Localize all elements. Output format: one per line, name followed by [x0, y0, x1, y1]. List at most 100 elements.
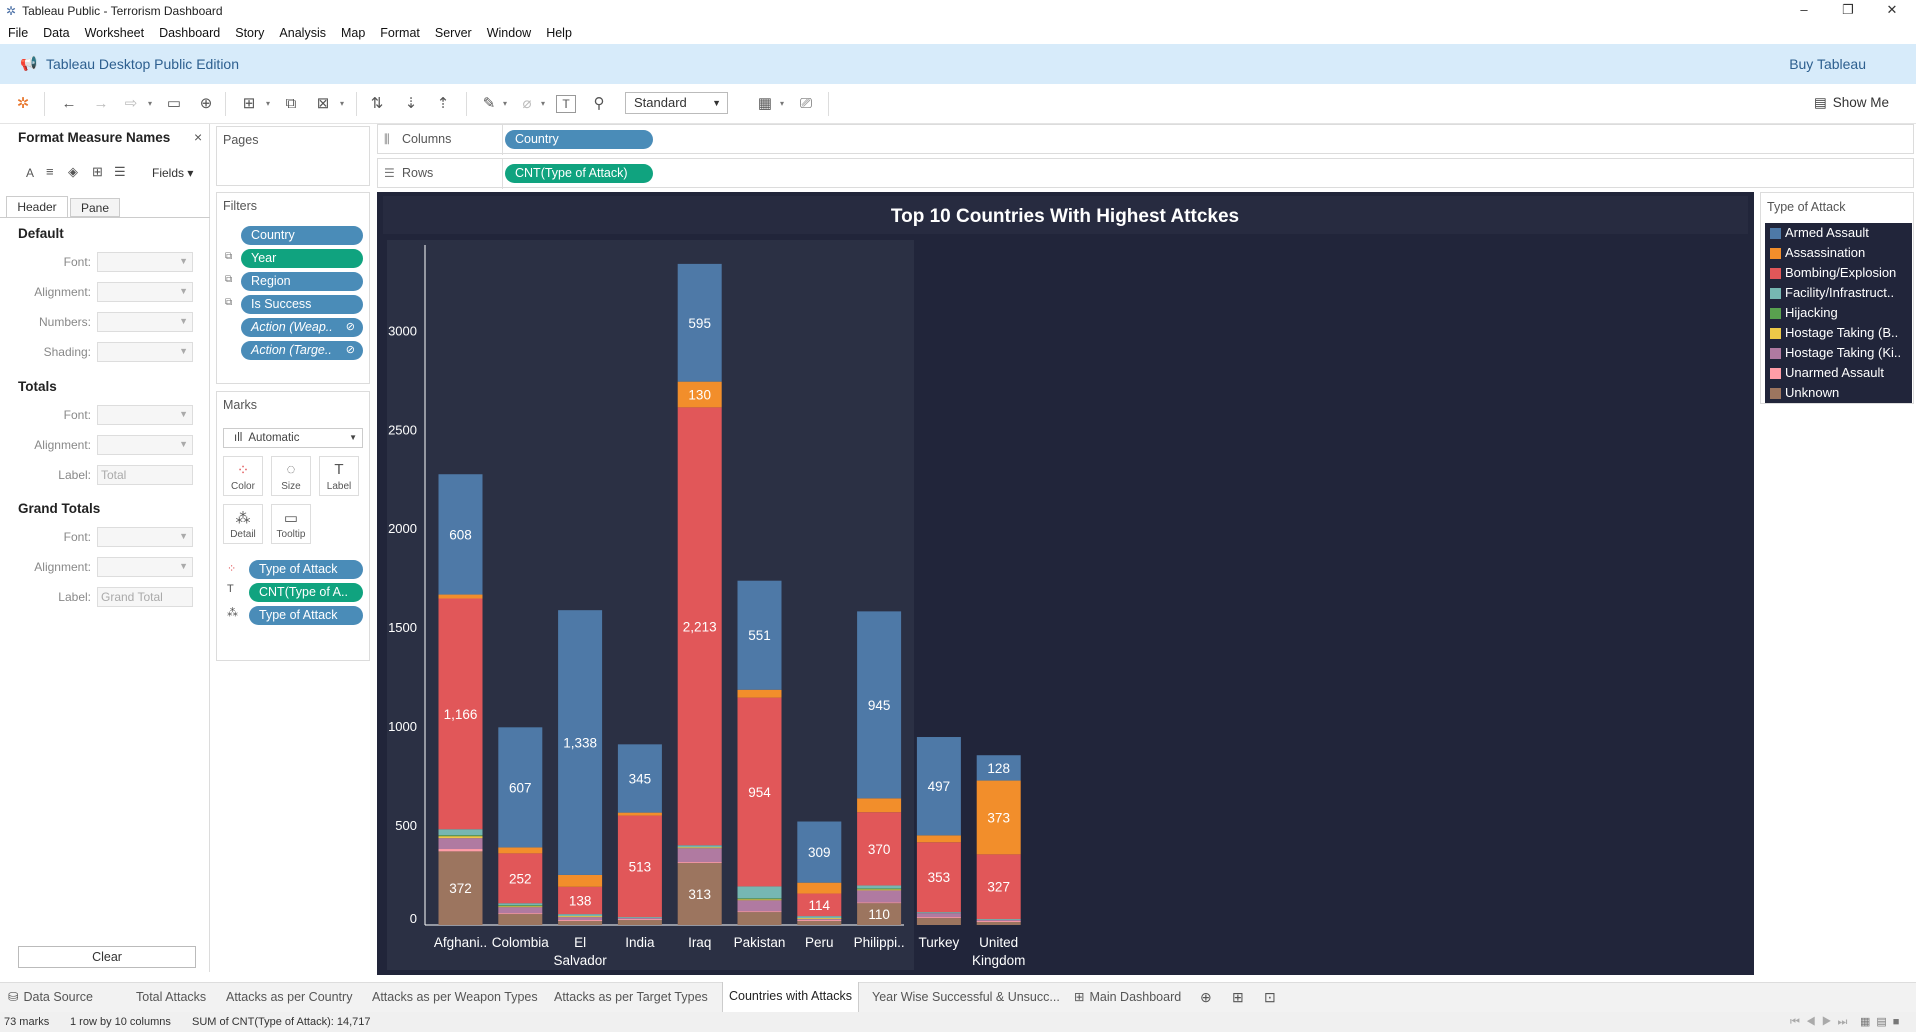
filter-pill-region[interactable]: Region: [241, 272, 363, 291]
tab-countries-attacks[interactable]: Countries with Attacks: [722, 982, 859, 1013]
filters-shelf[interactable]: Filters Country ⧉ Year ⧉ Region ⧉ Is Suc…: [216, 192, 370, 384]
bar-segment[interactable]: [677, 848, 722, 863]
filter-pill-action-target[interactable]: Action (Targe.. ⊘: [241, 341, 363, 360]
bar-segment[interactable]: [617, 919, 662, 921]
size-card[interactable]: ◌ Size: [271, 456, 311, 496]
bar-segment[interactable]: [498, 907, 543, 914]
bar-segment[interactable]: [498, 914, 543, 925]
menu-story[interactable]: Story: [235, 26, 265, 40]
bar-segment[interactable]: [857, 903, 902, 925]
bar-segment[interactable]: [498, 727, 543, 848]
bar-segment[interactable]: [916, 912, 961, 914]
tab-year-wise[interactable]: Year Wise Successful & Unsucc...: [872, 990, 1060, 1004]
tab-total-attacks[interactable]: Total Attacks: [136, 990, 207, 1004]
bar-segment[interactable]: [737, 580, 782, 690]
swap-axes-icon[interactable]: ⇅: [370, 95, 384, 112]
cards-icon[interactable]: ▦: [757, 95, 773, 112]
font-format-icon[interactable]: A: [26, 166, 35, 180]
mark-type-dropdown[interactable]: ıll Automatic ▼: [223, 428, 363, 448]
new-datasource-icon[interactable]: ⊕: [199, 95, 213, 112]
shading-format-icon[interactable]: ◈: [68, 164, 78, 179]
columns-shelf[interactable]: ⫼ Columns Country: [377, 124, 1914, 155]
tab-attacks-target[interactable]: Attacks as per Target Types: [554, 990, 708, 1004]
bar-segment[interactable]: [558, 916, 603, 918]
menu-map[interactable]: Map: [340, 26, 366, 40]
totals-alignment-select[interactable]: ▼: [97, 435, 193, 455]
bar-segment[interactable]: [797, 916, 842, 919]
bar-segment[interactable]: [797, 919, 842, 921]
marks-pill-label[interactable]: CNT(Type of A..: [249, 583, 363, 602]
bar-segment[interactable]: [677, 863, 722, 925]
legend-item[interactable]: Bombing/Explosion: [1765, 263, 1912, 283]
bar-segment[interactable]: [558, 886, 603, 915]
bar-segment[interactable]: [498, 853, 543, 904]
legend-item[interactable]: Unknown: [1765, 383, 1912, 403]
filter-pill-year[interactable]: Year: [241, 249, 363, 268]
bar-segment[interactable]: [857, 890, 902, 903]
bar-segment[interactable]: [916, 835, 961, 843]
bar-segment[interactable]: [558, 610, 603, 875]
legend-item[interactable]: Hostage Taking (Ki..: [1765, 343, 1912, 363]
duplicate-sheet-icon[interactable]: ⧉: [285, 95, 297, 112]
bar-segment[interactable]: [916, 918, 961, 925]
view-mode-icons[interactable]: ▦▤■: [1860, 1016, 1906, 1028]
bar-segment[interactable]: [438, 849, 483, 852]
highlight-icon[interactable]: ✎: [482, 95, 496, 112]
new-dashboard-tab-icon[interactable]: ⊞: [1232, 989, 1244, 1005]
show-labels-icon[interactable]: T: [556, 95, 576, 113]
legend-item[interactable]: Armed Assault: [1765, 223, 1912, 243]
bar-segment[interactable]: [617, 815, 662, 918]
bar-segment[interactable]: [558, 914, 603, 917]
bar-segment[interactable]: [916, 913, 961, 918]
bar-segment[interactable]: [857, 888, 902, 890]
default-font-select[interactable]: ▼: [97, 252, 193, 272]
new-worksheet-tab-icon[interactable]: ⊕: [1200, 989, 1212, 1005]
bar-segment[interactable]: [737, 912, 782, 925]
bar-segment[interactable]: [438, 836, 483, 839]
bar-segment[interactable]: [976, 919, 1021, 921]
borders-format-icon[interactable]: ⊞: [92, 164, 103, 179]
bar-segment[interactable]: [498, 913, 543, 915]
bar-segment[interactable]: [976, 922, 1021, 925]
bar-segment[interactable]: [438, 838, 483, 850]
menu-file[interactable]: File: [8, 26, 29, 40]
label-card[interactable]: T Label: [319, 456, 359, 496]
save-icon[interactable]: ▭: [166, 95, 182, 112]
lines-format-icon[interactable]: ☰: [114, 164, 126, 179]
tab-data-source[interactable]: ⛁ Data Source: [8, 983, 93, 1013]
fields-dropdown[interactable]: Fields ▾: [152, 166, 194, 180]
presentation-mode-icon[interactable]: ⎚: [799, 95, 812, 112]
menu-dashboard[interactable]: Dashboard: [159, 26, 221, 40]
bar-segment[interactable]: [438, 829, 483, 836]
bar-segment[interactable]: [857, 812, 902, 886]
bar-segment[interactable]: [737, 899, 782, 901]
bar-segment[interactable]: [677, 845, 722, 848]
bar-segment[interactable]: [916, 842, 961, 913]
bar-segment[interactable]: [737, 886, 782, 899]
pages-shelf[interactable]: Pages: [216, 126, 370, 186]
bar-segment[interactable]: [498, 847, 543, 854]
legend-item[interactable]: Assassination: [1765, 243, 1912, 263]
color-card[interactable]: ⁘ Color: [223, 456, 263, 496]
bar-segment[interactable]: [677, 407, 722, 846]
filter-pill-country[interactable]: Country: [241, 226, 363, 245]
buy-tableau-link[interactable]: Buy Tableau: [1789, 56, 1866, 72]
bar-segment[interactable]: [737, 900, 782, 912]
bar-segment[interactable]: [438, 598, 483, 830]
bar-segment[interactable]: [797, 921, 842, 925]
bar-segment[interactable]: [976, 921, 1021, 923]
show-me-button[interactable]: ▤ Show Me: [1814, 92, 1889, 114]
bar-segment[interactable]: [558, 874, 603, 887]
sort-descending-icon[interactable]: ⇡: [436, 95, 450, 112]
bar-segment[interactable]: [438, 594, 483, 599]
stacked-bar-chart[interactable]: Top 10 Countries With Highest Attckes 0 50…: [377, 192, 1754, 975]
bar-segment[interactable]: [976, 854, 1021, 920]
bar-segment[interactable]: [677, 263, 722, 382]
tableau-start-icon[interactable]: ✲: [16, 95, 30, 112]
bar-segment[interactable]: [797, 893, 842, 917]
bar-segment[interactable]: [857, 798, 902, 813]
tab-attacks-country[interactable]: Attacks as per Country: [226, 990, 353, 1004]
tab-header[interactable]: Header: [6, 196, 68, 217]
bar-segment[interactable]: [976, 755, 1021, 781]
legend-item[interactable]: Hostage Taking (B..: [1765, 323, 1912, 343]
